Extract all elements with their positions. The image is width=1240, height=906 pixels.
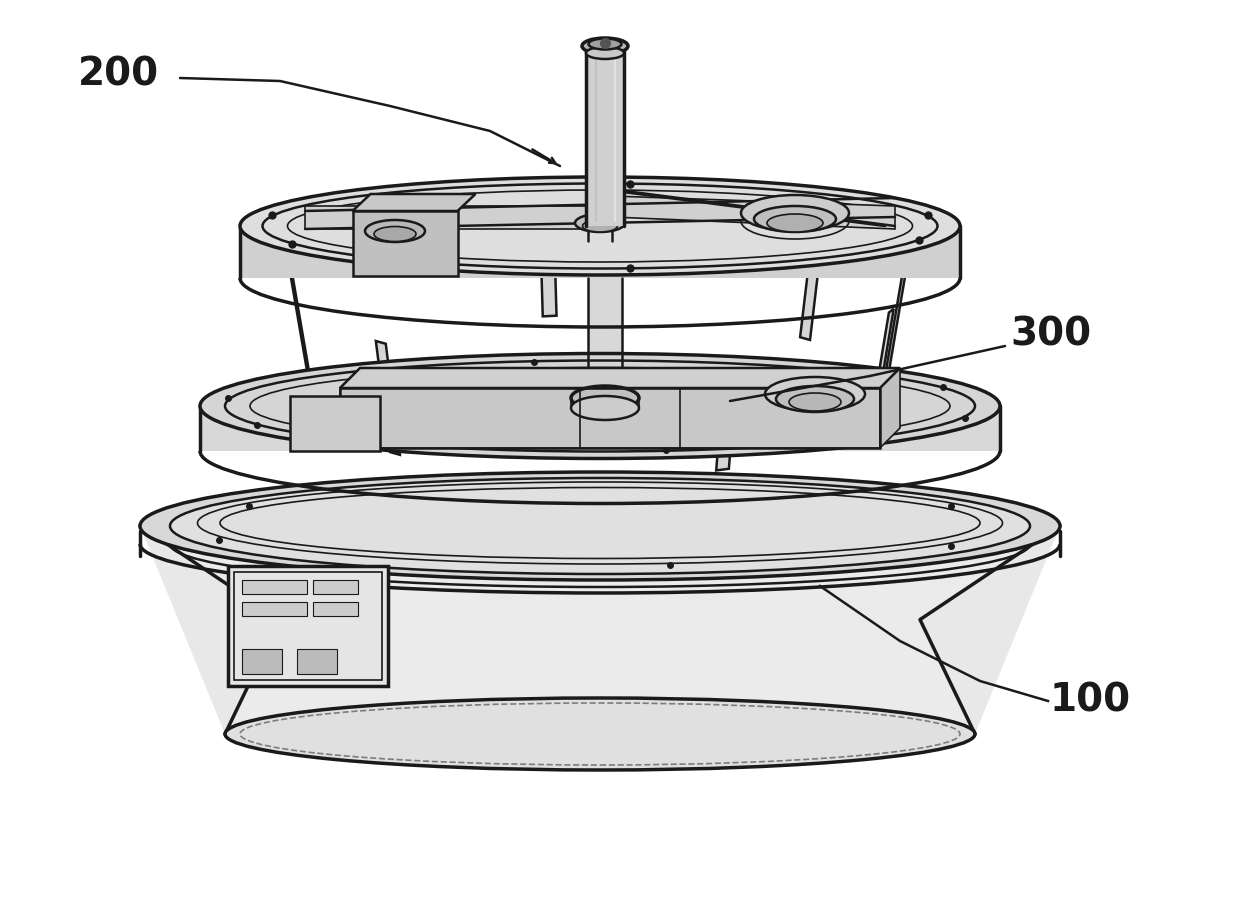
Ellipse shape xyxy=(765,377,866,411)
Polygon shape xyxy=(870,309,894,426)
Ellipse shape xyxy=(570,396,639,420)
Ellipse shape xyxy=(570,386,639,410)
Ellipse shape xyxy=(365,220,425,242)
Polygon shape xyxy=(588,278,622,431)
Polygon shape xyxy=(539,195,557,316)
Ellipse shape xyxy=(140,472,1060,580)
Polygon shape xyxy=(376,341,399,455)
Polygon shape xyxy=(140,526,1060,734)
Polygon shape xyxy=(717,359,738,470)
Polygon shape xyxy=(200,406,999,451)
Ellipse shape xyxy=(587,47,624,59)
FancyBboxPatch shape xyxy=(242,580,308,594)
Polygon shape xyxy=(340,368,900,388)
FancyBboxPatch shape xyxy=(312,580,358,594)
Polygon shape xyxy=(305,206,588,229)
Ellipse shape xyxy=(582,38,627,54)
Ellipse shape xyxy=(170,478,1030,574)
Polygon shape xyxy=(290,272,311,390)
Ellipse shape xyxy=(583,220,618,232)
Polygon shape xyxy=(884,264,906,384)
Ellipse shape xyxy=(575,214,625,232)
Ellipse shape xyxy=(789,393,841,411)
Polygon shape xyxy=(241,226,960,278)
Polygon shape xyxy=(340,388,880,448)
Polygon shape xyxy=(352,211,458,276)
FancyBboxPatch shape xyxy=(242,649,281,674)
Text: 300: 300 xyxy=(1011,316,1091,354)
Polygon shape xyxy=(587,51,624,226)
Ellipse shape xyxy=(768,214,823,232)
Ellipse shape xyxy=(200,353,999,458)
Text: 200: 200 xyxy=(78,56,159,94)
Polygon shape xyxy=(352,194,475,211)
Polygon shape xyxy=(800,218,825,340)
FancyBboxPatch shape xyxy=(290,396,379,451)
FancyBboxPatch shape xyxy=(312,602,358,616)
Ellipse shape xyxy=(754,206,836,232)
Polygon shape xyxy=(613,196,895,229)
Ellipse shape xyxy=(241,177,960,275)
Polygon shape xyxy=(880,368,900,448)
Ellipse shape xyxy=(224,698,975,770)
Ellipse shape xyxy=(589,38,621,50)
FancyBboxPatch shape xyxy=(298,649,337,674)
Text: 100: 100 xyxy=(1050,681,1131,719)
Ellipse shape xyxy=(742,195,849,231)
Polygon shape xyxy=(140,526,1060,734)
Ellipse shape xyxy=(776,386,854,412)
FancyBboxPatch shape xyxy=(242,602,308,616)
Polygon shape xyxy=(228,566,388,686)
Ellipse shape xyxy=(374,226,415,242)
